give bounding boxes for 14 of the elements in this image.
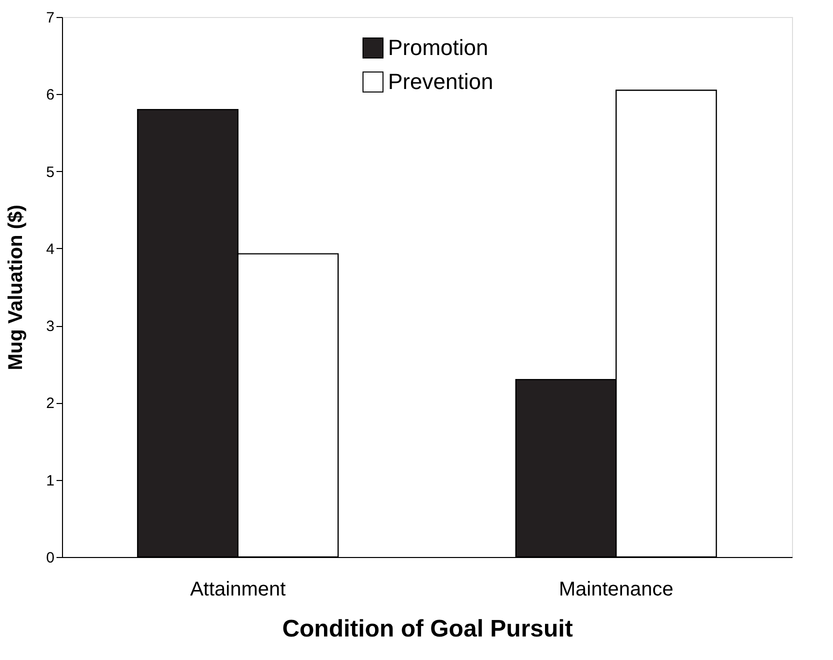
- x-axis-title: Condition of Goal Pursuit: [282, 616, 573, 642]
- y-tick-label: 2: [46, 395, 54, 412]
- y-axis-title: Mug Valuation ($): [5, 204, 28, 370]
- y-tick-label: 7: [46, 10, 54, 26]
- x-tick-label: Maintenance: [558, 578, 674, 600]
- legend-label: Prevention: [388, 69, 494, 94]
- y-tick-label: 6: [46, 86, 54, 104]
- y-tick-label: 5: [46, 164, 54, 181]
- legend-label: Promotion: [388, 35, 488, 60]
- y-tick-label: 3: [46, 318, 54, 336]
- y-tick-label: 1: [46, 472, 54, 490]
- y-tick-label: 0: [46, 550, 54, 566]
- x-tick-label: Attainment: [190, 578, 286, 600]
- y-tick-label: 4: [46, 240, 54, 258]
